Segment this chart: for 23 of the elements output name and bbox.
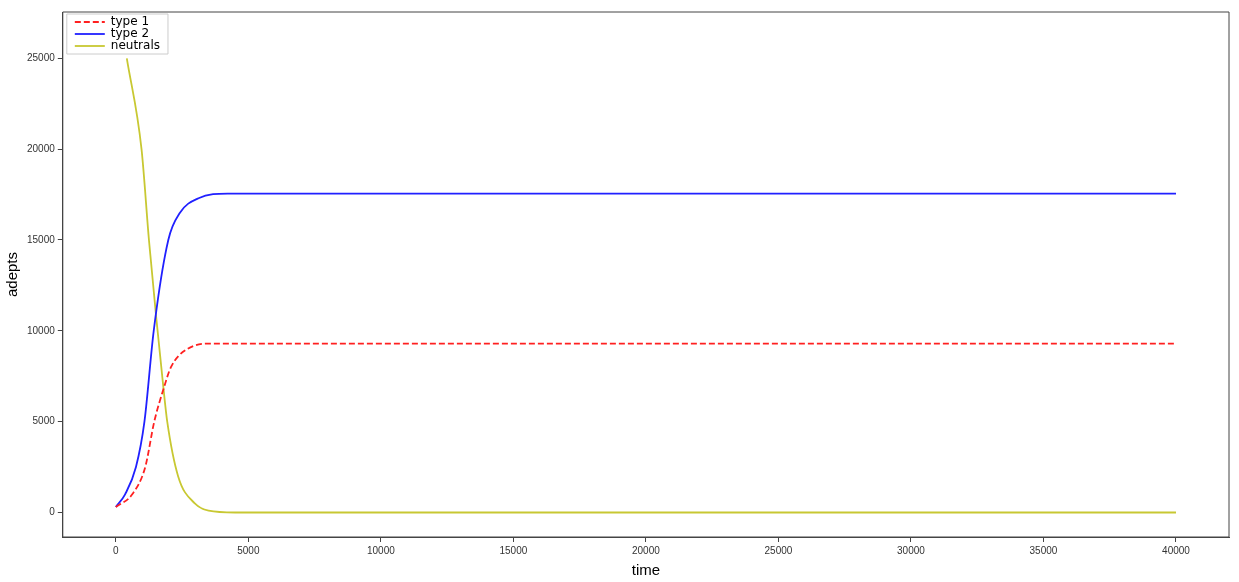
y-tick-label: 10000 xyxy=(27,324,56,336)
x-tick-label: 35000 xyxy=(1029,544,1058,556)
legend-label: type 2 xyxy=(110,26,150,41)
y-tick-label: 25000 xyxy=(27,52,56,64)
y-tick-label: 15000 xyxy=(27,233,56,245)
x-tick-label: 10000 xyxy=(366,544,396,556)
x-tick-label: 20000 xyxy=(632,544,661,556)
x-tick-label: 5000 xyxy=(237,544,260,556)
line-series xyxy=(114,192,1177,508)
x-tick-label: 0 xyxy=(113,544,120,556)
x-tick-label: 15000 xyxy=(499,544,528,556)
x-tick-label: 25000 xyxy=(764,544,793,556)
legend-label: neutrals xyxy=(110,38,160,53)
y-tick-label: 0 xyxy=(49,506,56,518)
legend-label: type 1 xyxy=(110,14,150,29)
line-series xyxy=(114,342,1177,508)
x-tick-label: 40000 xyxy=(1162,544,1191,556)
x-axis-title: time xyxy=(631,561,661,579)
y-tick-label: 5000 xyxy=(32,415,56,427)
y-axis-title: adepts xyxy=(3,251,21,298)
line-series xyxy=(125,57,1177,514)
x-tick-label: 30000 xyxy=(897,544,926,556)
y-tick-label: 20000 xyxy=(27,142,56,154)
